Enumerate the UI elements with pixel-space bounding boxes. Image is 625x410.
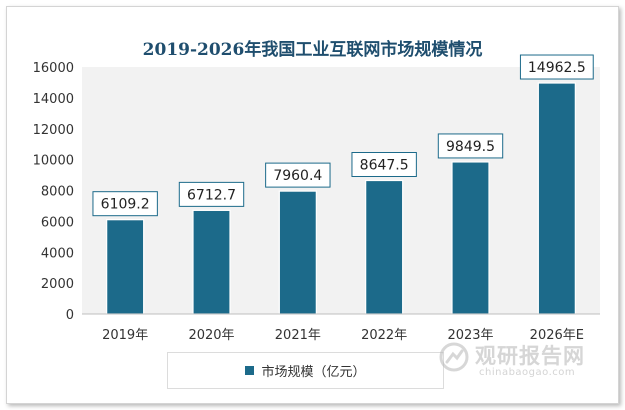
- chart-frame: 2019-2026年我国工业互联网市场规模情况 0 2000 4000 6000 800…: [6, 6, 619, 404]
- data-label-box: [437, 133, 504, 159]
- bar: [192, 209, 231, 315]
- y-tick-label: 0: [66, 308, 74, 323]
- x-tick-label: 2019年: [102, 328, 148, 343]
- y-tick-label: 2000: [41, 277, 74, 292]
- data-label: 14962.5: [528, 60, 586, 76]
- data-label-box: [351, 152, 417, 178]
- x-tick-label: 2021年: [275, 328, 321, 343]
- x-tick-label: 2026年E: [530, 328, 584, 343]
- bar: [278, 190, 317, 315]
- data-labels: 6109.2 6712.7 7960.4 8647.5 9849.5 14962.5: [92, 54, 594, 217]
- legend-swatch: [245, 366, 255, 375]
- data-label: 6109.2: [101, 197, 150, 213]
- y-tick-label: 12000: [33, 123, 74, 138]
- y-tick-label: 8000: [41, 185, 74, 200]
- bar: [537, 82, 576, 315]
- bars: [106, 82, 576, 315]
- x-tick-label: 2022年: [361, 328, 407, 343]
- y-tick-label: 4000: [41, 246, 74, 261]
- watermark: 观研报告网 chinabaogao.com: [439, 340, 609, 380]
- x-tick-label: 2023年: [447, 328, 493, 343]
- y-tick-label: 16000: [33, 61, 74, 76]
- bar: [451, 161, 490, 315]
- data-label: 6712.7: [187, 187, 236, 203]
- plot-area: [82, 67, 600, 314]
- chart-title: 2019-2026年我国工业互联网市场规模情况: [142, 40, 483, 60]
- y-tick-label: 10000: [33, 154, 74, 169]
- data-label-box: [265, 162, 331, 188]
- watermark-url: chinabaogao.com: [479, 367, 576, 378]
- x-tick-label: 2020年: [188, 328, 234, 343]
- chart-canvas: 0 2000 4000 6000 8000 10000 12000 14000 16000 20…: [33, 54, 600, 343]
- y-tick-label: 14000: [33, 92, 74, 107]
- watermark-brand: 观研报告网: [475, 344, 585, 368]
- bar: [365, 179, 404, 315]
- y-tick-label: 6000: [41, 215, 74, 230]
- legend: 市场规模（亿元）: [167, 352, 444, 389]
- data-label-box: [519, 54, 594, 80]
- legend-label: 市场规模（亿元）: [261, 365, 366, 380]
- data-label: 8647.5: [360, 158, 409, 174]
- bar: [106, 219, 145, 315]
- data-label-box: [178, 181, 245, 207]
- y-axis: 0 2000 4000 6000 8000 10000 12000 14000 16000: [33, 61, 74, 323]
- brand-logo-icon: [439, 342, 469, 372]
- data-label-box: [92, 191, 158, 217]
- x-axis: 2019年 2020年 2021年 2022年 2023年 2026年E: [102, 328, 584, 343]
- data-label: 9849.5: [446, 139, 495, 155]
- data-label: 7960.4: [273, 168, 322, 184]
